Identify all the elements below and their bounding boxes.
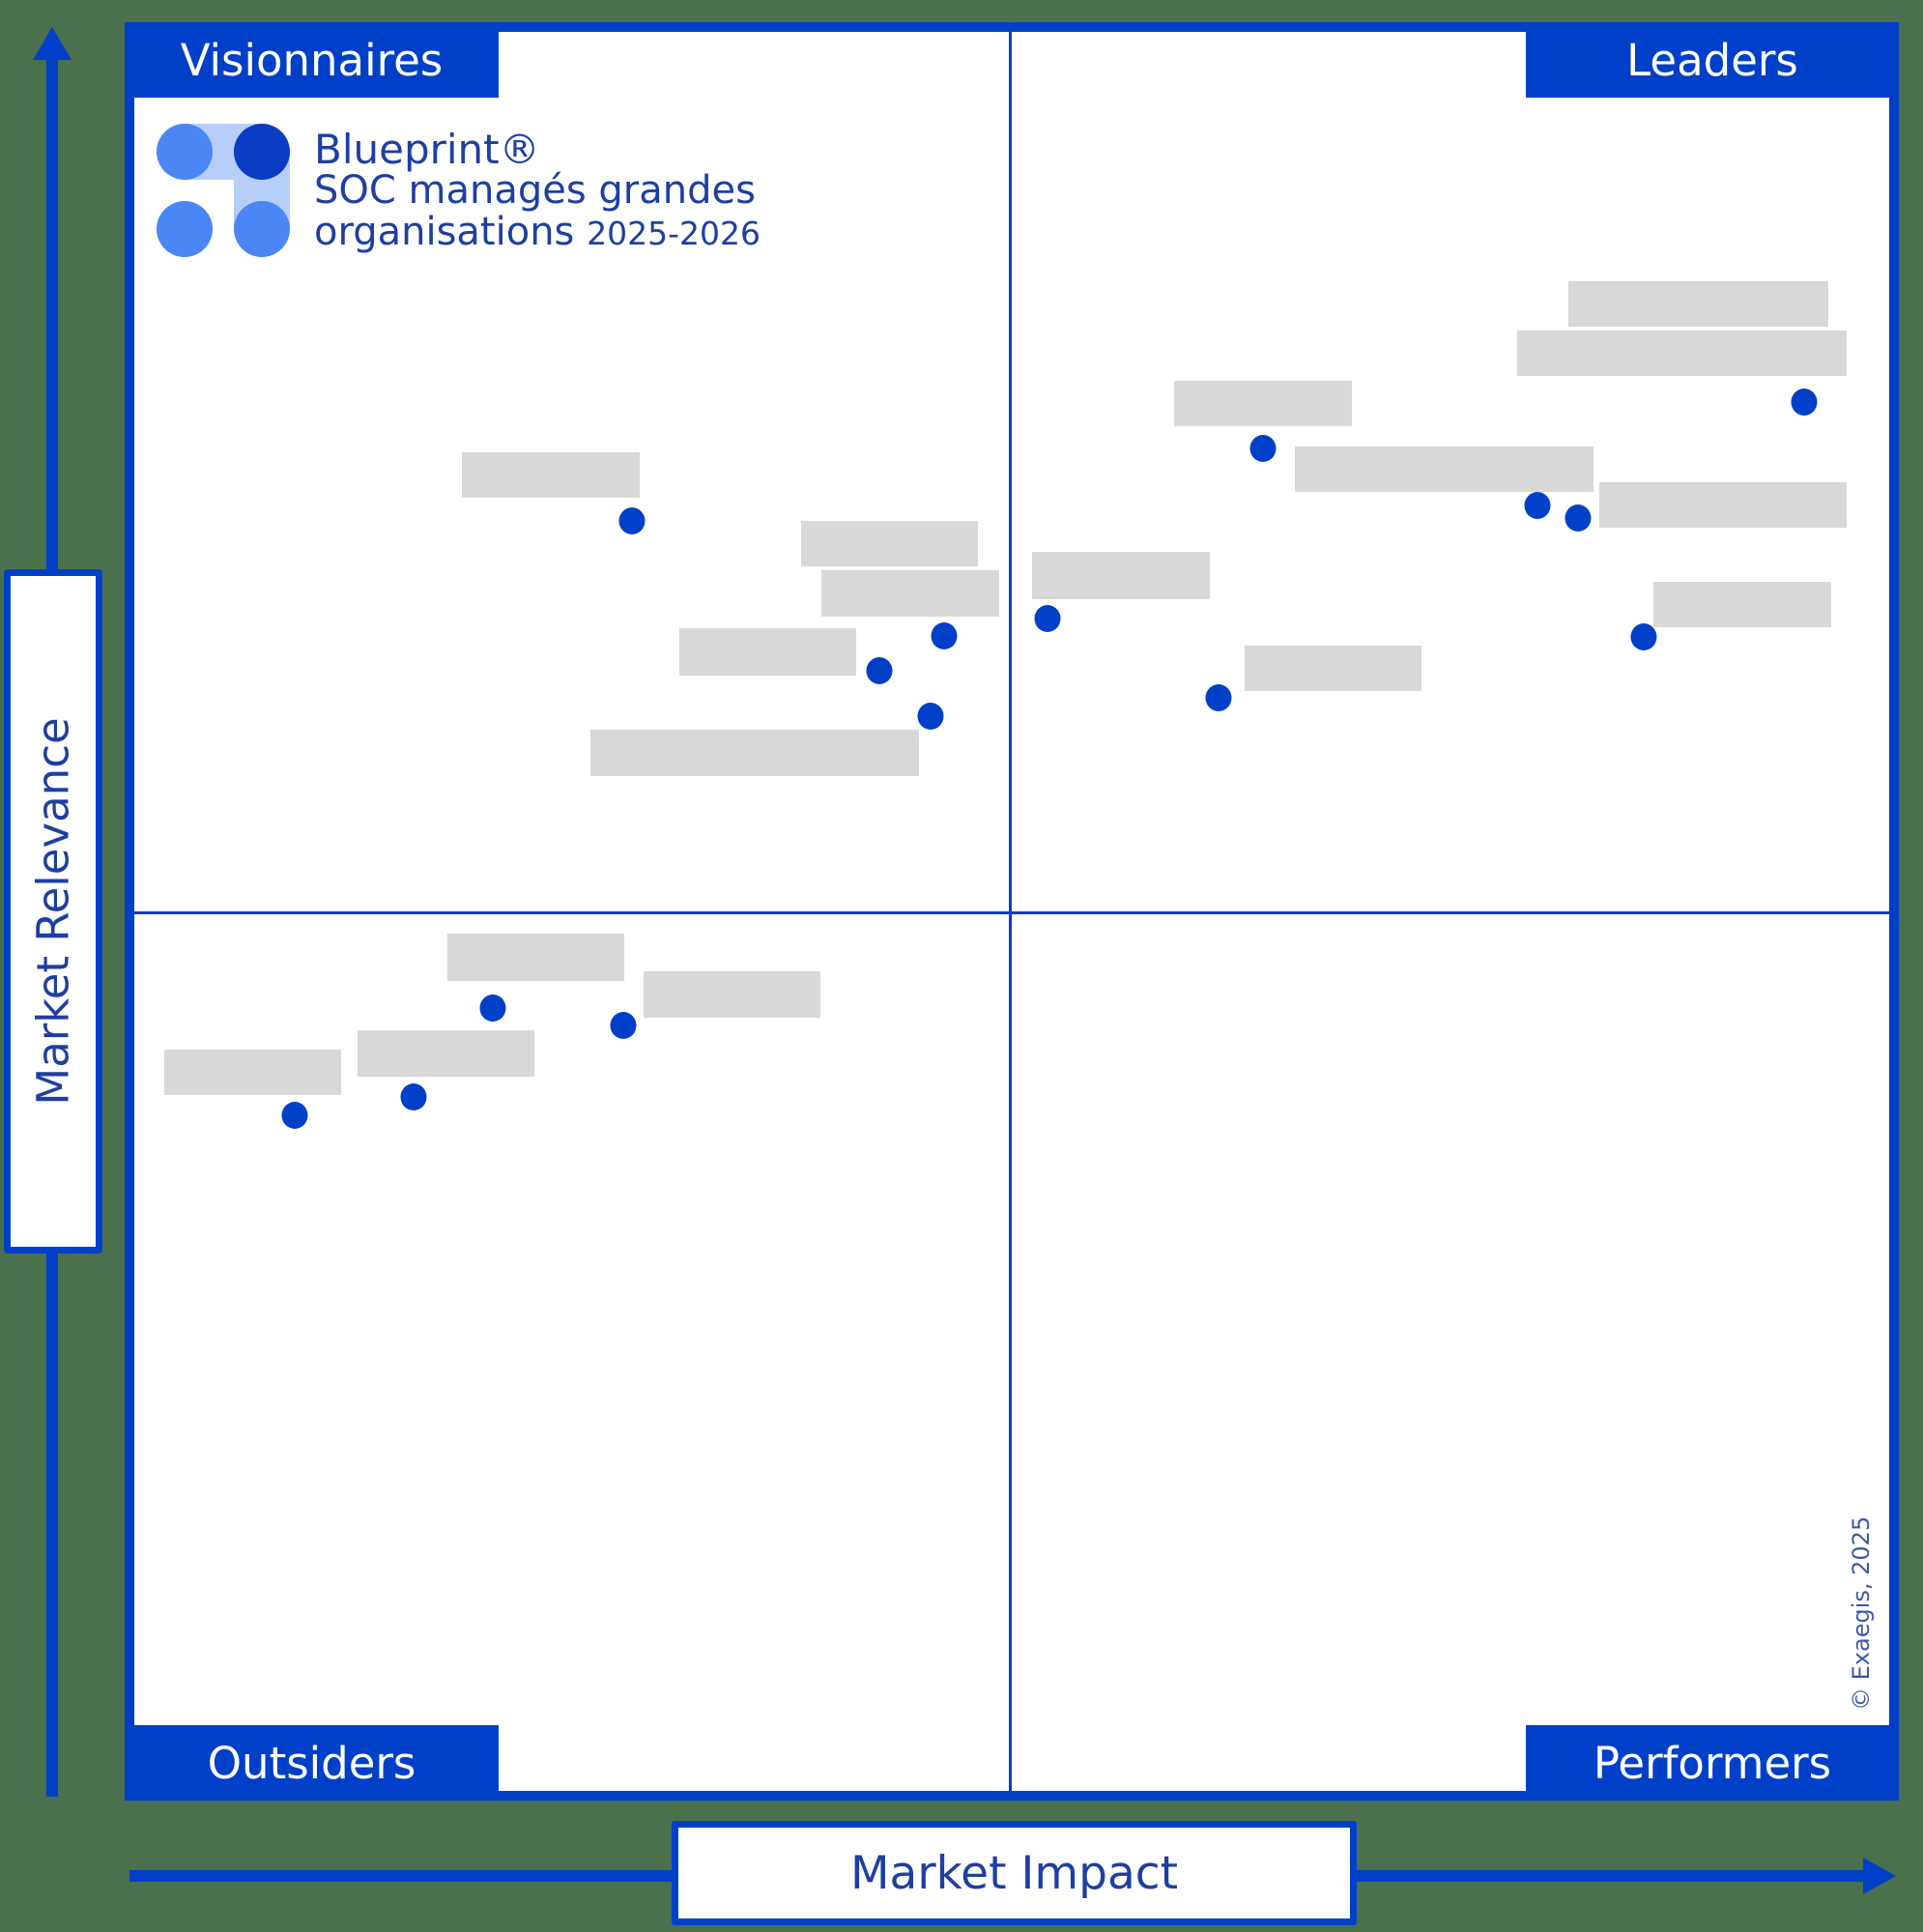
x-axis-arrow-icon [1863,1858,1896,1894]
quadrant-label-visionnaires: Visionnaires [125,22,499,98]
data-point[interactable] [1564,505,1592,532]
x-axis-label-box: Market Impact [672,1821,1357,1925]
point-label [1032,552,1210,599]
data-point[interactable] [618,507,646,534]
quadrant-label-performers: Performers [1526,1725,1899,1801]
title-line-3: organisations 2025-2026 [314,212,761,254]
title-year: 2025-2026 [587,215,761,252]
data-point[interactable] [917,703,944,730]
quadrant-label-outsiders: Outsiders [125,1725,499,1801]
data-point[interactable] [1034,605,1061,632]
point-label [1174,381,1352,426]
data-point[interactable] [1205,684,1232,711]
point-label [1517,331,1847,376]
point-label [1599,482,1847,528]
point-label [1295,447,1593,492]
point-label [462,452,640,498]
point-label [447,934,624,981]
point-label [358,1030,534,1077]
y-axis-label: Market Relevance [27,717,79,1106]
point-label [679,628,856,676]
data-point[interactable] [400,1083,427,1110]
point-label [590,730,919,776]
data-point[interactable] [610,1012,637,1039]
point-label [821,570,999,617]
title-brand: Blueprint® [314,126,540,173]
copyright-text: © Exaegis, 2025 [1848,1515,1875,1711]
data-point[interactable] [1630,623,1657,650]
data-point[interactable] [866,657,893,684]
title-line-2: SOC managés grandes [314,168,756,213]
x-axis-label: Market Impact [849,1846,1179,1900]
point-label [1568,281,1828,327]
title-line-3-text: organisations [314,210,575,254]
quadrant-label-leaders: Leaders [1526,22,1899,98]
y-axis-arrow-icon [33,27,72,60]
point-label [801,521,978,566]
data-point[interactable] [1524,492,1551,519]
data-point[interactable] [1791,389,1818,416]
data-point[interactable] [931,622,958,649]
y-axis-label-box: Market Relevance [4,569,102,1254]
horizontal-divider [125,911,1899,914]
blueprint-logo-icon [157,124,297,259]
data-point[interactable] [479,995,506,1022]
point-label [644,971,820,1018]
point-label [1653,582,1831,627]
chart-title: Blueprint® SOC managés grandes organisat… [314,129,761,254]
data-point[interactable] [281,1102,308,1129]
data-point[interactable] [1249,435,1277,462]
point-label [164,1050,341,1095]
point-label [1245,646,1421,691]
